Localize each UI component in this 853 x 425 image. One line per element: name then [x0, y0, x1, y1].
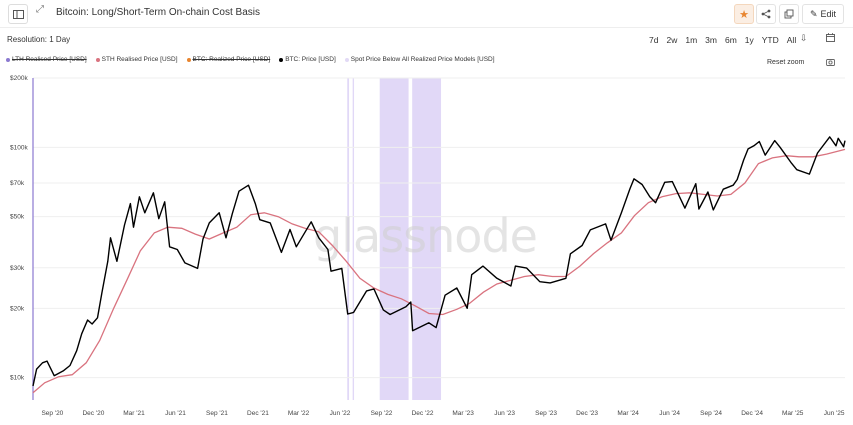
- edit-icon: ✎: [809, 8, 818, 19]
- x-axis: Sep '20 Dec '20 Mar '21 Jun '21 Sep '21 Dec '…: [41, 410, 844, 417]
- share-icon[interactable]: [756, 4, 776, 24]
- header-bar: ⤢ Bitcoin: Long/Short-Term On-chain Cost…: [0, 0, 853, 28]
- spot-below-bands: [347, 78, 442, 400]
- legend-label: BTC: Realized Price [USD]: [192, 56, 271, 63]
- spot-below-band: [347, 78, 350, 400]
- range-1y[interactable]: 1y: [744, 35, 754, 45]
- y-axis: $10k $20k $30k $50k $70k $100k $200k: [10, 75, 28, 382]
- legend-label: Spot Price Below All Realized Price Mode…: [350, 56, 495, 63]
- y-tick-label: $10k: [10, 375, 25, 382]
- x-tick-label: Mar '23: [452, 410, 474, 417]
- copy-icon[interactable]: [779, 4, 799, 24]
- x-tick-label: Dec '21: [247, 410, 269, 417]
- page-title: Bitcoin: Long/Short-Term On-chain Cost B…: [56, 7, 260, 18]
- x-tick-label: Mar '24: [617, 410, 639, 417]
- expand-icon[interactable]: ⤢: [36, 4, 44, 15]
- range-7d[interactable]: 7d: [649, 35, 659, 45]
- legend-item-price[interactable]: BTC: Price [USD]: [279, 56, 336, 63]
- y-tick-label: $20k: [10, 305, 25, 312]
- watermark: glassnode: [313, 209, 537, 263]
- range-1m[interactable]: 1m: [685, 35, 698, 45]
- series-btc-price: [32, 136, 846, 387]
- x-tick-label: Dec '24: [741, 410, 763, 417]
- time-range-selector: 7d 2w 1m 3m 6m 1y YTD All: [645, 33, 800, 47]
- legend-item-sth[interactable]: STH Realised Price [USD]: [95, 56, 178, 63]
- y-tick-label: $100k: [10, 144, 28, 151]
- sidebar-toggle-icon[interactable]: [8, 4, 28, 24]
- y-tick-label: $30k: [10, 265, 25, 272]
- y-tick-label: $200k: [10, 75, 28, 82]
- legend-swatch-spot-below: [344, 57, 349, 62]
- calendar-icon[interactable]: [826, 33, 835, 44]
- range-ytd[interactable]: YTD: [761, 35, 779, 45]
- x-tick-label: Sep '23: [535, 410, 557, 417]
- legend-swatch-price: [279, 57, 284, 62]
- y-tick-label: $50k: [10, 214, 25, 221]
- chart-area[interactable]: glassnode $10k $20k $30k $50k $70k $100k $200k…: [0, 70, 853, 425]
- legend-item-lth[interactable]: LTH Realised Price [USD]: [6, 56, 87, 63]
- camera-icon[interactable]: [826, 58, 835, 68]
- x-tick-label: Jun '24: [659, 410, 680, 417]
- x-tick-label: Jun '21: [165, 410, 186, 417]
- x-tick-label: Jun '25: [824, 410, 845, 417]
- spot-below-band: [412, 78, 442, 400]
- legend-swatch-sth: [95, 57, 100, 62]
- legend-swatch-realized: [186, 57, 191, 62]
- resolution-select[interactable]: Resolution: 1 Day: [7, 35, 71, 44]
- legend-item-spot-below[interactable]: Spot Price Below All Realized Price Mode…: [344, 56, 495, 63]
- legend-label: BTC: Price [USD]: [285, 56, 336, 63]
- x-tick-label: Dec '20: [82, 410, 104, 417]
- legend-label: LTH Realised Price [USD]: [12, 56, 87, 63]
- x-tick-label: Dec '22: [412, 410, 434, 417]
- x-tick-label: Jun '23: [494, 410, 515, 417]
- x-tick-label: Sep '21: [206, 410, 228, 417]
- x-tick-label: Dec '23: [576, 410, 598, 417]
- chart-legend: LTH Realised Price [USD] STH Realised Pr…: [6, 56, 495, 63]
- edit-label: Edit: [820, 9, 837, 19]
- x-tick-label: Sep '20: [41, 410, 63, 417]
- range-6m[interactable]: 6m: [724, 35, 737, 45]
- range-2w[interactable]: 2w: [666, 35, 678, 45]
- x-tick-label: Sep '24: [700, 410, 722, 417]
- x-tick-label: Mar '21: [123, 410, 145, 417]
- x-tick-label: Mar '25: [782, 410, 804, 417]
- reset-zoom-button[interactable]: Reset zoom: [767, 59, 805, 66]
- spot-below-band: [352, 78, 355, 400]
- range-all[interactable]: All: [786, 35, 797, 45]
- legend-item-realized[interactable]: BTC: Realized Price [USD]: [186, 56, 271, 63]
- x-tick-label: Sep '22: [371, 410, 393, 417]
- gridlines: [33, 77, 845, 379]
- x-tick-label: Mar '22: [288, 410, 310, 417]
- star-icon[interactable]: ★: [734, 4, 754, 24]
- legend-swatch-lth: [6, 57, 10, 62]
- range-3m[interactable]: 3m: [705, 35, 717, 45]
- export-icon[interactable]: ⇩: [800, 33, 808, 43]
- x-tick-label: Jun '22: [330, 410, 351, 417]
- spot-below-band: [379, 78, 409, 400]
- y-tick-label: $70k: [10, 180, 25, 187]
- edit-button[interactable]: ✎ Edit: [802, 4, 844, 24]
- legend-label: STH Realised Price [USD]: [101, 56, 178, 63]
